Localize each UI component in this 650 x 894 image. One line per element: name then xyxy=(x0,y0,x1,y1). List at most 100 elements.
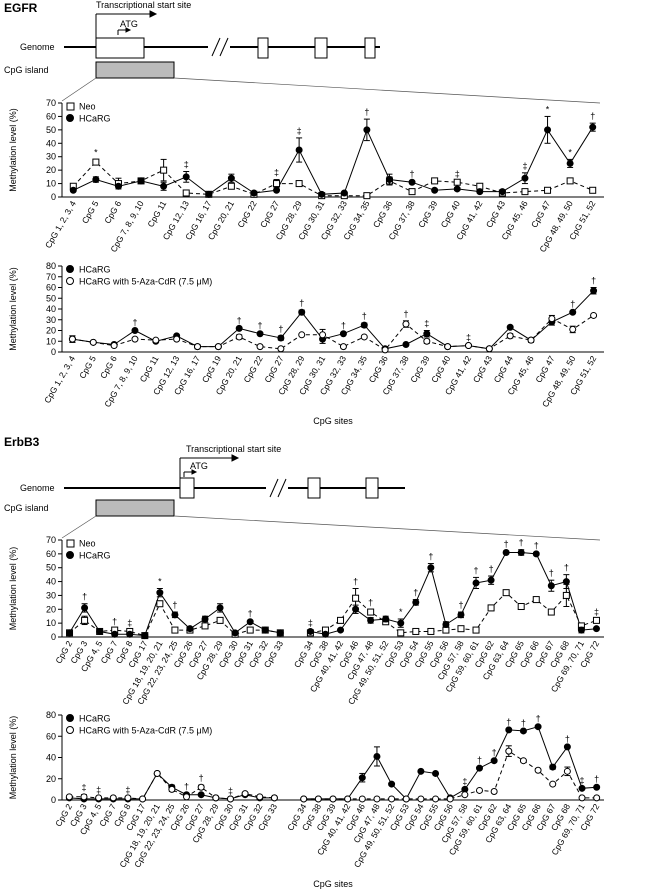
significance-mark: † xyxy=(565,734,570,744)
data-point xyxy=(277,334,285,342)
data-point xyxy=(461,791,469,799)
y-tick-label: 40 xyxy=(46,753,56,763)
data-point xyxy=(417,795,425,803)
data-point xyxy=(408,188,416,196)
data-point xyxy=(183,793,191,801)
data-point xyxy=(298,308,306,316)
data-point xyxy=(231,629,239,637)
significance-mark: † xyxy=(368,597,373,607)
data-point xyxy=(227,182,235,190)
data-point xyxy=(319,331,327,339)
significance-mark: † xyxy=(258,321,263,331)
data-point xyxy=(549,763,557,771)
data-point xyxy=(92,158,100,166)
data-point xyxy=(505,726,513,734)
y-tick-label: 20 xyxy=(46,604,56,614)
significance-mark: ‡ xyxy=(308,618,313,628)
y-tick-label: 40 xyxy=(46,577,56,587)
data-point xyxy=(367,616,375,624)
panel-title: EGFR xyxy=(4,1,38,15)
data-point xyxy=(446,795,454,803)
legend-label: HCaRG xyxy=(79,265,111,275)
x-tick-label: CpG 22 xyxy=(235,199,258,230)
legend-symbol xyxy=(66,277,74,285)
data-point xyxy=(89,338,97,346)
y-tick-label: 80 xyxy=(46,710,56,720)
data-point xyxy=(131,327,139,334)
y-tick-label: 20 xyxy=(46,774,56,784)
data-point xyxy=(472,626,480,634)
data-point xyxy=(124,794,132,802)
data-point xyxy=(442,621,450,629)
data-point xyxy=(502,589,510,597)
significance-mark: † xyxy=(132,317,137,327)
data-point xyxy=(261,626,269,634)
data-point xyxy=(153,769,161,777)
x-tick-label: CpG 5 xyxy=(80,199,101,226)
data-point xyxy=(81,604,89,612)
data-point xyxy=(318,190,326,198)
genome-label: Genome xyxy=(20,483,55,493)
significance-mark: * xyxy=(568,147,572,157)
data-point xyxy=(381,346,389,354)
x-tick-label: CpG 40 xyxy=(439,199,462,230)
data-point xyxy=(212,794,220,802)
data-point xyxy=(590,311,598,319)
data-point xyxy=(321,630,329,638)
significance-mark: ‡ xyxy=(125,785,130,795)
y-axis-label: Methylation level (%) xyxy=(8,267,18,351)
data-point xyxy=(578,784,586,792)
data-point xyxy=(476,188,484,196)
legend-symbol xyxy=(66,726,74,734)
y-axis-label: Methylation level (%) xyxy=(8,108,18,192)
atg-label: ATG xyxy=(190,461,208,471)
data-point xyxy=(397,619,405,627)
data-point xyxy=(314,795,322,803)
data-point xyxy=(205,190,213,198)
tss-label: Transcriptional start site xyxy=(96,0,191,10)
data-point xyxy=(402,795,410,803)
significance-mark: † xyxy=(237,315,242,325)
significance-mark: † xyxy=(534,540,539,550)
significance-mark: † xyxy=(172,600,177,610)
data-point xyxy=(137,177,145,185)
significance-mark: ‡ xyxy=(462,776,467,786)
data-point xyxy=(168,785,176,793)
data-point xyxy=(246,626,254,634)
x-tick-label: CpG 36 xyxy=(371,199,394,230)
data-point xyxy=(273,180,281,188)
data-point xyxy=(423,330,431,338)
significance-mark: † xyxy=(504,539,509,549)
data-point xyxy=(81,616,89,624)
data-point xyxy=(569,325,577,333)
significance-mark: † xyxy=(474,565,479,575)
data-point xyxy=(80,793,88,801)
data-point xyxy=(182,189,190,197)
data-point xyxy=(226,795,234,803)
data-point xyxy=(358,795,366,803)
data-point xyxy=(577,626,585,634)
data-point xyxy=(562,578,570,586)
data-point xyxy=(126,630,134,638)
data-point xyxy=(273,186,281,194)
data-point xyxy=(337,616,345,624)
data-point xyxy=(69,186,77,194)
y-tick-label: 60 xyxy=(46,731,56,741)
legend-label: Neo xyxy=(79,102,96,112)
data-point xyxy=(453,185,461,193)
data-point xyxy=(300,795,308,803)
x-tick-label: CpG 11 xyxy=(145,199,168,229)
y-tick-label: 10 xyxy=(46,618,56,628)
data-point xyxy=(344,795,352,803)
data-point xyxy=(216,616,224,624)
data-point xyxy=(534,766,542,774)
data-point xyxy=(382,615,390,623)
significance-mark: † xyxy=(403,309,408,319)
data-point xyxy=(412,598,420,606)
x-tick-label: CpG 1, 2, 3, 4 xyxy=(43,199,78,250)
data-point xyxy=(173,335,181,343)
data-point xyxy=(506,323,514,331)
y-tick-label: 50 xyxy=(46,125,56,135)
data-point xyxy=(363,126,371,134)
significance-mark: † xyxy=(594,774,599,784)
